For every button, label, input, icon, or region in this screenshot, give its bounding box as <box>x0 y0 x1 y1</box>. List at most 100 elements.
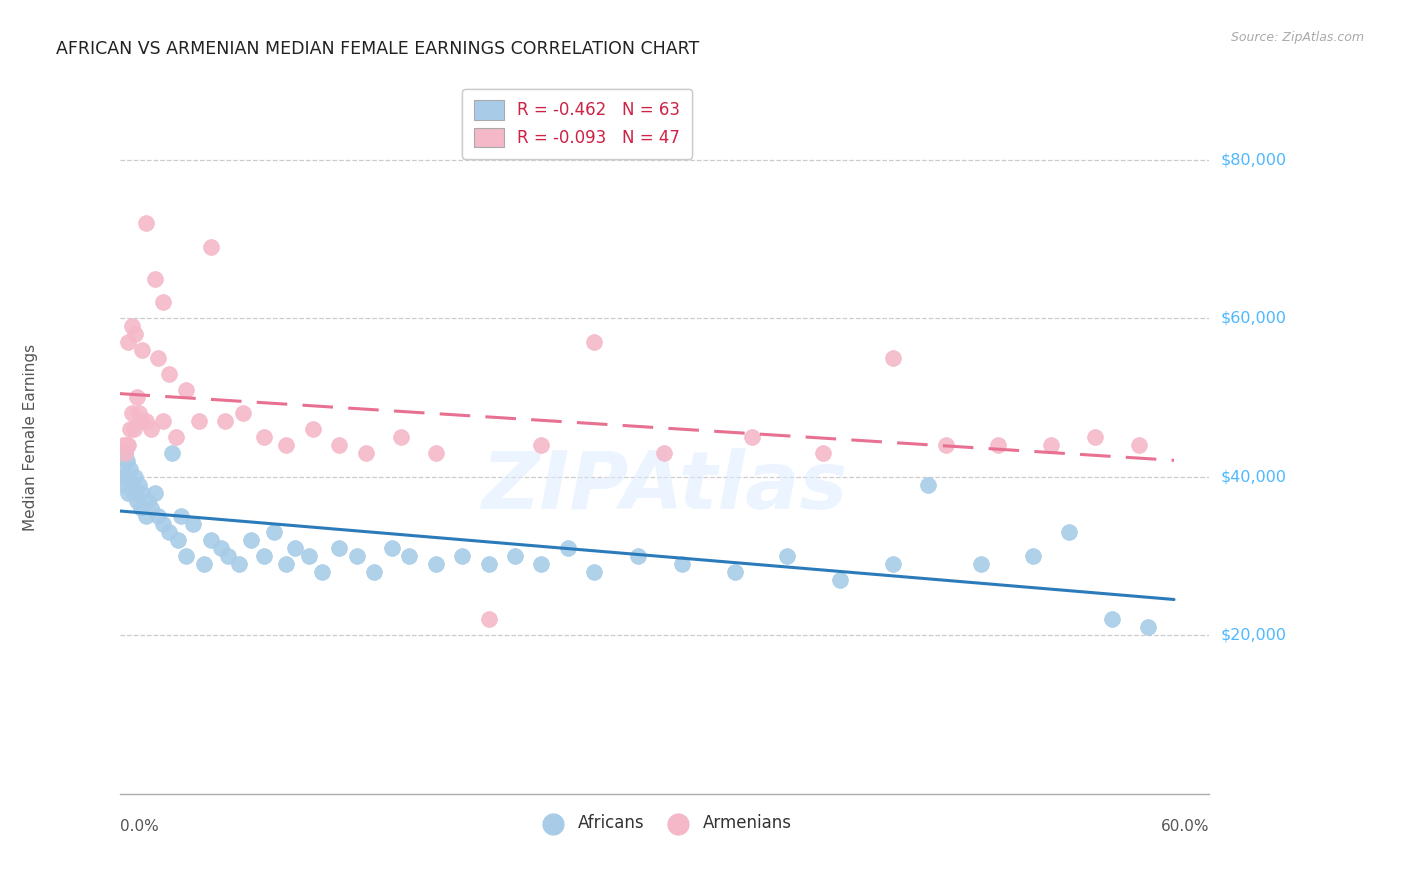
Point <box>253 549 276 563</box>
Point <box>1101 612 1123 626</box>
Point <box>135 509 157 524</box>
Point <box>1040 438 1063 452</box>
Point <box>1128 438 1150 452</box>
Point <box>231 406 254 420</box>
Point <box>228 557 250 571</box>
Point <box>121 477 143 491</box>
Point <box>124 469 146 483</box>
Text: $80,000: $80,000 <box>1220 152 1286 167</box>
Point <box>143 485 166 500</box>
Point <box>478 612 501 626</box>
Point <box>363 565 385 579</box>
Point <box>162 446 183 460</box>
Point <box>882 351 904 365</box>
Text: ZIPAtlas: ZIPAtlas <box>481 448 848 526</box>
Point <box>115 454 138 468</box>
Point <box>381 541 404 555</box>
Point <box>1136 620 1159 634</box>
Point <box>117 469 139 483</box>
Point <box>174 383 197 397</box>
Text: $20,000: $20,000 <box>1220 628 1286 643</box>
Point <box>112 438 135 452</box>
Point <box>200 240 222 254</box>
Point <box>530 438 553 452</box>
Point <box>354 446 377 460</box>
Point <box>114 446 136 460</box>
Point <box>174 549 197 563</box>
Point <box>131 343 153 357</box>
Point <box>830 573 852 587</box>
Text: AFRICAN VS ARMENIAN MEDIAN FEMALE EARNINGS CORRELATION CHART: AFRICAN VS ARMENIAN MEDIAN FEMALE EARNIN… <box>56 40 700 58</box>
Point <box>122 422 145 436</box>
Point <box>143 271 166 285</box>
Point <box>652 446 676 460</box>
Point <box>112 469 135 483</box>
Point <box>114 477 136 491</box>
Point <box>211 541 233 555</box>
Point <box>200 533 222 548</box>
Text: $60,000: $60,000 <box>1220 310 1286 326</box>
Text: Source: ZipAtlas.com: Source: ZipAtlas.com <box>1230 31 1364 45</box>
Point <box>165 430 187 444</box>
Point <box>253 430 276 444</box>
Point <box>193 557 215 571</box>
Point <box>723 565 745 579</box>
Point <box>276 557 298 571</box>
Point <box>935 438 957 452</box>
Point <box>671 557 693 571</box>
Point <box>583 334 606 349</box>
Point <box>240 533 263 548</box>
Point <box>346 549 368 563</box>
Point <box>557 541 579 555</box>
Point <box>583 565 606 579</box>
Point <box>152 517 174 532</box>
Point <box>328 541 350 555</box>
Point <box>157 367 180 381</box>
Point <box>141 422 163 436</box>
Point <box>152 414 174 428</box>
Point <box>811 446 834 460</box>
Point <box>131 485 153 500</box>
Point <box>425 446 447 460</box>
Point <box>1057 525 1080 540</box>
Point <box>148 509 170 524</box>
Point <box>141 501 163 516</box>
Point <box>882 557 904 571</box>
Point <box>129 501 152 516</box>
Point <box>503 549 526 563</box>
Point <box>302 422 325 436</box>
Point <box>120 422 141 436</box>
Point <box>120 462 141 476</box>
Point <box>166 533 188 548</box>
Point <box>128 406 150 420</box>
Point <box>328 438 350 452</box>
Point <box>157 525 180 540</box>
Text: 0.0%: 0.0% <box>120 819 159 834</box>
Point <box>987 438 1010 452</box>
Point <box>115 438 138 452</box>
Point <box>970 557 993 571</box>
Point <box>117 334 139 349</box>
Point <box>311 565 333 579</box>
Point <box>152 295 174 310</box>
Point <box>129 414 152 428</box>
Point <box>122 485 145 500</box>
Point <box>451 549 474 563</box>
Point <box>741 430 763 444</box>
Point <box>627 549 650 563</box>
Point <box>398 549 420 563</box>
Point <box>183 517 205 532</box>
Point <box>276 438 298 452</box>
Point <box>263 525 285 540</box>
Point <box>128 477 150 491</box>
Point <box>1022 549 1045 563</box>
Point <box>148 351 170 365</box>
Point <box>117 485 139 500</box>
Point <box>136 493 159 508</box>
Point <box>214 414 236 428</box>
Text: $40,000: $40,000 <box>1220 469 1286 484</box>
Point <box>127 391 149 405</box>
Point <box>917 477 939 491</box>
Point <box>121 319 143 334</box>
Point <box>530 557 553 571</box>
